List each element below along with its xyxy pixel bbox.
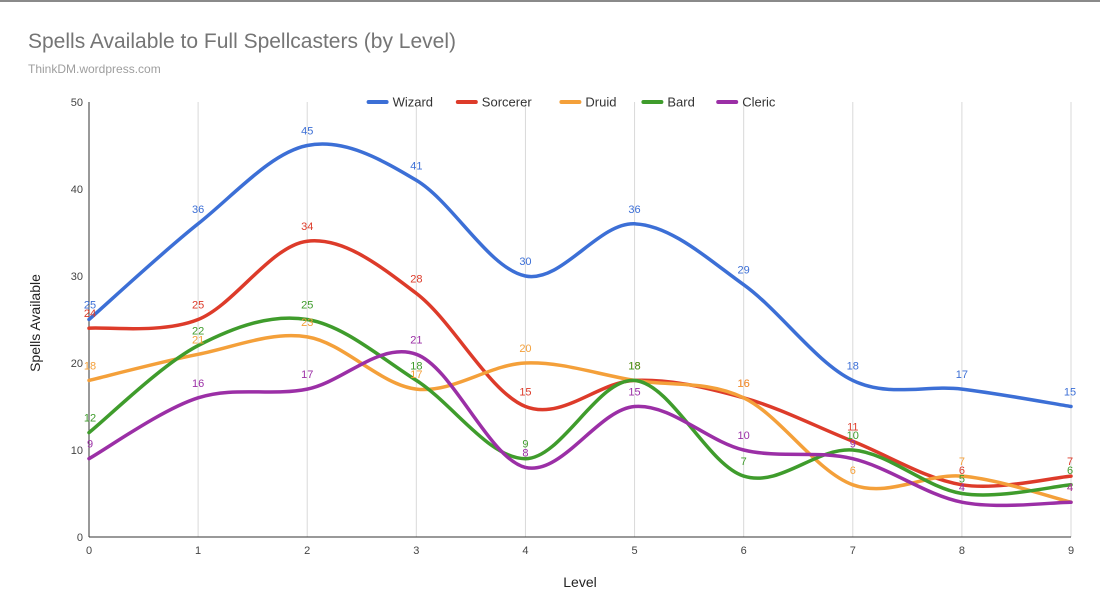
data-label-druid: 18 <box>628 360 640 372</box>
x-tick-label: 8 <box>959 545 965 557</box>
data-label-druid: 17 <box>410 369 422 381</box>
data-label-bard: 25 <box>301 300 313 312</box>
data-labels: 2536454130362918171524253428151816116718… <box>84 126 1076 495</box>
data-label-wizard: 36 <box>192 204 204 216</box>
data-label-druid: 23 <box>301 317 313 329</box>
legend-label-druid: Druid <box>585 95 616 110</box>
y-axis-label: Spells Available <box>27 274 43 372</box>
data-label-sorcerer: 34 <box>301 221 313 233</box>
data-label-wizard: 29 <box>738 265 750 277</box>
data-label-sorcerer: 25 <box>192 300 204 312</box>
data-label-druid: 20 <box>519 343 531 355</box>
data-label-sorcerer: 6 <box>959 465 965 477</box>
y-tick-label: 20 <box>71 358 83 370</box>
data-label-sorcerer: 18 <box>628 360 640 372</box>
data-label-bard: 18 <box>628 360 640 372</box>
y-tick-label: 40 <box>71 184 83 196</box>
data-label-druid: 4 <box>1067 482 1073 494</box>
data-label-bard: 6 <box>1067 465 1073 477</box>
series-lines <box>87 142 1073 508</box>
x-tick-label: 4 <box>522 545 528 557</box>
chart-title: Spells Available to Full Spellcasters (b… <box>28 30 456 53</box>
x-tick-label: 1 <box>195 545 201 557</box>
data-label-bard: 18 <box>410 360 422 372</box>
data-label-cleric: 9 <box>850 439 856 451</box>
data-label-wizard: 25 <box>84 300 96 312</box>
x-tick-label: 3 <box>413 545 419 557</box>
data-label-sorcerer: 15 <box>519 387 531 399</box>
data-label-wizard: 15 <box>1064 387 1076 399</box>
data-label-sorcerer: 7 <box>1067 456 1073 468</box>
data-label-bard: 22 <box>192 326 204 338</box>
data-label-cleric: 8 <box>522 447 528 459</box>
data-label-cleric: 17 <box>301 369 313 381</box>
x-tick-label: 9 <box>1068 545 1074 557</box>
data-label-cleric: 10 <box>738 430 750 442</box>
top-border <box>0 0 1100 2</box>
data-label-cleric: 4 <box>1067 482 1073 494</box>
data-label-sorcerer: 16 <box>738 378 750 390</box>
x-tick-label: 2 <box>304 545 310 557</box>
data-label-bard: 10 <box>847 430 859 442</box>
data-label-druid: 21 <box>192 334 204 346</box>
data-label-wizard: 41 <box>410 160 422 172</box>
y-tick-label: 50 <box>71 97 83 109</box>
data-label-sorcerer: 24 <box>84 308 96 320</box>
data-label-cleric: 9 <box>87 439 93 451</box>
y-tick-label: 0 <box>77 532 83 544</box>
data-label-druid: 18 <box>84 360 96 372</box>
x-tick-label: 6 <box>741 545 747 557</box>
data-label-bard: 7 <box>741 456 747 468</box>
legend-label-cleric: Cleric <box>742 95 776 110</box>
data-label-cleric: 15 <box>628 387 640 399</box>
series-line-druid <box>87 333 1073 504</box>
data-label-wizard: 18 <box>847 360 859 372</box>
chart-subtitle: ThinkDM.wordpress.com <box>28 62 161 76</box>
data-label-cleric: 4 <box>959 482 965 494</box>
legend-label-wizard: Wizard <box>393 95 433 110</box>
x-tick-label: 0 <box>86 545 92 557</box>
legend-label-sorcerer: Sorcerer <box>482 95 533 110</box>
data-label-druid: 7 <box>959 456 965 468</box>
data-label-druid: 6 <box>850 465 856 477</box>
data-label-wizard: 45 <box>301 126 313 138</box>
data-label-cleric: 21 <box>410 334 422 346</box>
data-label-bard: 5 <box>959 474 965 486</box>
data-label-cleric: 16 <box>192 378 204 390</box>
data-label-bard: 9 <box>522 439 528 451</box>
legend-label-bard: Bard <box>667 95 694 110</box>
data-label-bard: 12 <box>84 413 96 425</box>
data-label-druid: 16 <box>738 378 750 390</box>
data-label-sorcerer: 11 <box>847 421 858 433</box>
legend: Wizard Sorcerer Druid Bard Cleric <box>366 95 776 110</box>
series-line-cleric <box>87 350 1073 508</box>
x-axis-label: Level <box>563 574 596 590</box>
data-label-wizard: 36 <box>628 204 640 216</box>
series-line-bard <box>87 316 1073 497</box>
x-tick-label: 7 <box>850 545 856 557</box>
series-line-sorcerer <box>87 239 1073 489</box>
y-tick-label: 10 <box>71 445 83 457</box>
x-tick-label: 5 <box>631 545 637 557</box>
data-label-wizard: 30 <box>519 256 531 268</box>
data-label-wizard: 17 <box>956 369 968 381</box>
series-line-wizard <box>87 142 1073 409</box>
data-label-sorcerer: 28 <box>410 273 422 285</box>
y-tick-label: 30 <box>71 271 83 283</box>
grid-lines <box>197 102 1072 537</box>
